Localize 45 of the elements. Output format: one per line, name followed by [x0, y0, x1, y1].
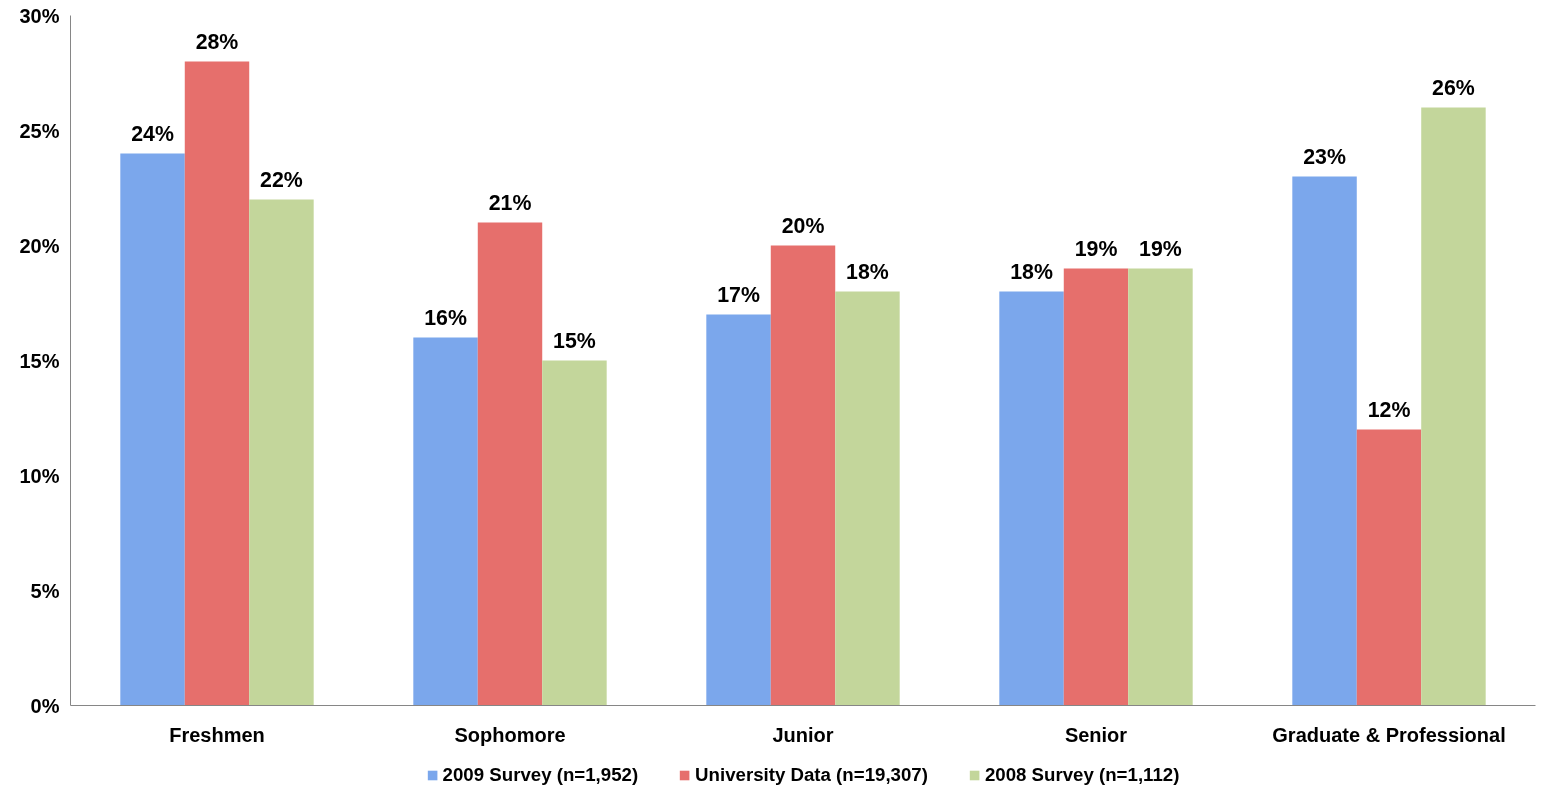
legend-label: University Data (n=19,307): [695, 764, 928, 786]
bar: [477, 222, 543, 706]
data-label: 16%: [424, 305, 467, 330]
bar: [770, 245, 836, 706]
y-tick-label: 15%: [19, 349, 60, 372]
data-label: 20%: [781, 213, 825, 238]
bar: [1421, 107, 1486, 706]
bar: [835, 291, 900, 706]
legend-label: 2009 Survey (n=1,952): [442, 764, 639, 786]
y-tick-label: 30%: [19, 4, 60, 27]
data-label: 17%: [717, 282, 760, 307]
y-tick-label: 25%: [19, 119, 60, 142]
bar: [184, 61, 250, 706]
x-tick-label: Freshmen: [169, 723, 265, 746]
y-tick-label: 20%: [19, 234, 60, 257]
x-tick-label: Sophomore: [454, 723, 566, 746]
x-tick-label: Senior: [1064, 723, 1128, 746]
data-label: 12%: [1367, 397, 1411, 422]
data-label: 21%: [488, 190, 532, 215]
bar: [413, 337, 478, 706]
bar: [706, 314, 771, 706]
bar: [120, 153, 185, 706]
x-tick-label: Junior: [772, 723, 834, 746]
y-tick-label: 10%: [19, 464, 60, 487]
y-tick-label: 0%: [30, 694, 60, 717]
data-label: 19%: [1074, 236, 1118, 261]
data-label: 15%: [553, 328, 596, 353]
data-label: 19%: [1139, 236, 1182, 261]
bar: [1063, 268, 1129, 706]
bar: [1292, 176, 1357, 706]
data-label: 18%: [1010, 259, 1053, 284]
bar: [999, 291, 1064, 706]
data-label: 24%: [131, 121, 174, 146]
y-tick-label: 5%: [30, 579, 60, 602]
bar: [1128, 268, 1193, 706]
data-label: 22%: [260, 167, 303, 192]
bar: [249, 199, 314, 706]
data-label: 26%: [1432, 75, 1475, 100]
data-label: 23%: [1303, 144, 1346, 169]
bar: [1356, 429, 1422, 706]
data-label: 28%: [195, 29, 239, 54]
x-tick-label: Graduate & Professional: [1272, 723, 1506, 746]
bar: [542, 360, 607, 706]
legend-label: 2008 Survey (n=1,112): [984, 764, 1180, 786]
data-label: 18%: [846, 259, 889, 284]
